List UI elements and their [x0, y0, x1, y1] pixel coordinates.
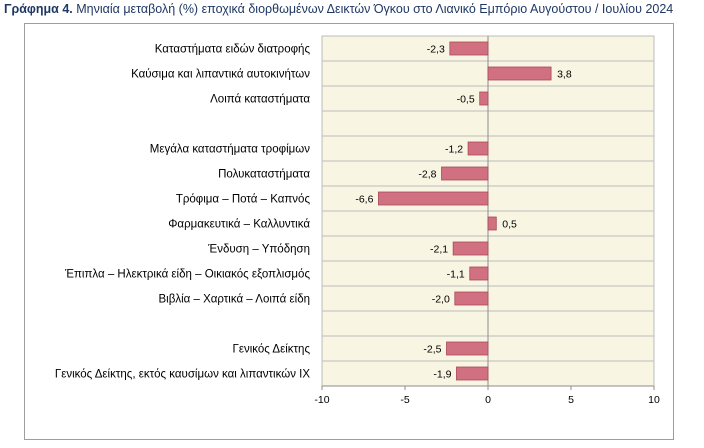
x-tick-label: -10	[314, 394, 329, 406]
category-label: Γενικός Δείκτης, εκτός καυσίμων και λιπα…	[55, 369, 310, 381]
category-label: Έπιπλα – Ηλεκτρικά είδη – Οικιακός εξοπλ…	[64, 269, 310, 281]
category-label: Τρόφιμα – Ποτά – Καπνός	[176, 194, 311, 206]
data-label: 3,8	[557, 69, 572, 81]
category-label: Λοιπά καταστήματα	[210, 94, 310, 106]
data-label: -2,1	[430, 244, 448, 256]
bar	[487, 66, 552, 81]
data-label: -2,3	[427, 44, 445, 56]
data-label: -1,1	[447, 269, 465, 281]
chart-title: Γράφημα 4. Μηνιαία μεταβολή (%) εποχικά …	[4, 2, 673, 16]
x-tick-label: -5	[400, 394, 409, 406]
category-label: Πολυκαταστήματα	[218, 169, 310, 181]
bar	[378, 191, 489, 206]
data-label: -2,5	[423, 344, 441, 356]
bar	[454, 291, 489, 306]
chart-title-text: Μηνιαία μεταβολή (%) εποχικά διορθωμένων…	[72, 2, 674, 16]
bar	[467, 141, 489, 156]
data-label: -2,8	[418, 169, 436, 181]
bar	[441, 166, 489, 181]
bar	[446, 341, 489, 356]
bar	[449, 41, 489, 56]
data-label: -1,9	[433, 369, 451, 381]
chart-title-lead: Γράφημα 4.	[4, 2, 73, 16]
bar	[452, 241, 489, 256]
category-label: Καταστήματα ειδών διατροφής	[155, 44, 311, 56]
bar	[456, 366, 489, 381]
x-tick-label: 0	[485, 394, 491, 406]
x-tick-label: 10	[648, 394, 660, 406]
category-label: Καύσιμα και λιπαντικά αυτοκινήτων	[131, 69, 310, 81]
bar	[479, 91, 489, 106]
x-tick-label: 5	[568, 394, 574, 406]
category-label: Γενικός Δείκτης	[233, 344, 311, 356]
data-label: -6,6	[355, 194, 373, 206]
data-label: 0,5	[502, 219, 517, 231]
data-label: -0,5	[457, 94, 475, 106]
data-label: -2,0	[432, 294, 450, 306]
category-label: Μεγάλα καταστήματα τροφίμων	[150, 144, 310, 156]
bar	[487, 216, 497, 231]
bar	[469, 266, 489, 281]
category-label: Φαρμακευτικά – Καλλυντικά	[168, 219, 310, 231]
category-label: Βιβλία – Χαρτικά – Λοιπά είδη	[158, 294, 310, 306]
data-label: -1,2	[445, 144, 463, 156]
category-label: Ένδυση – Υπόδηση	[207, 244, 310, 256]
